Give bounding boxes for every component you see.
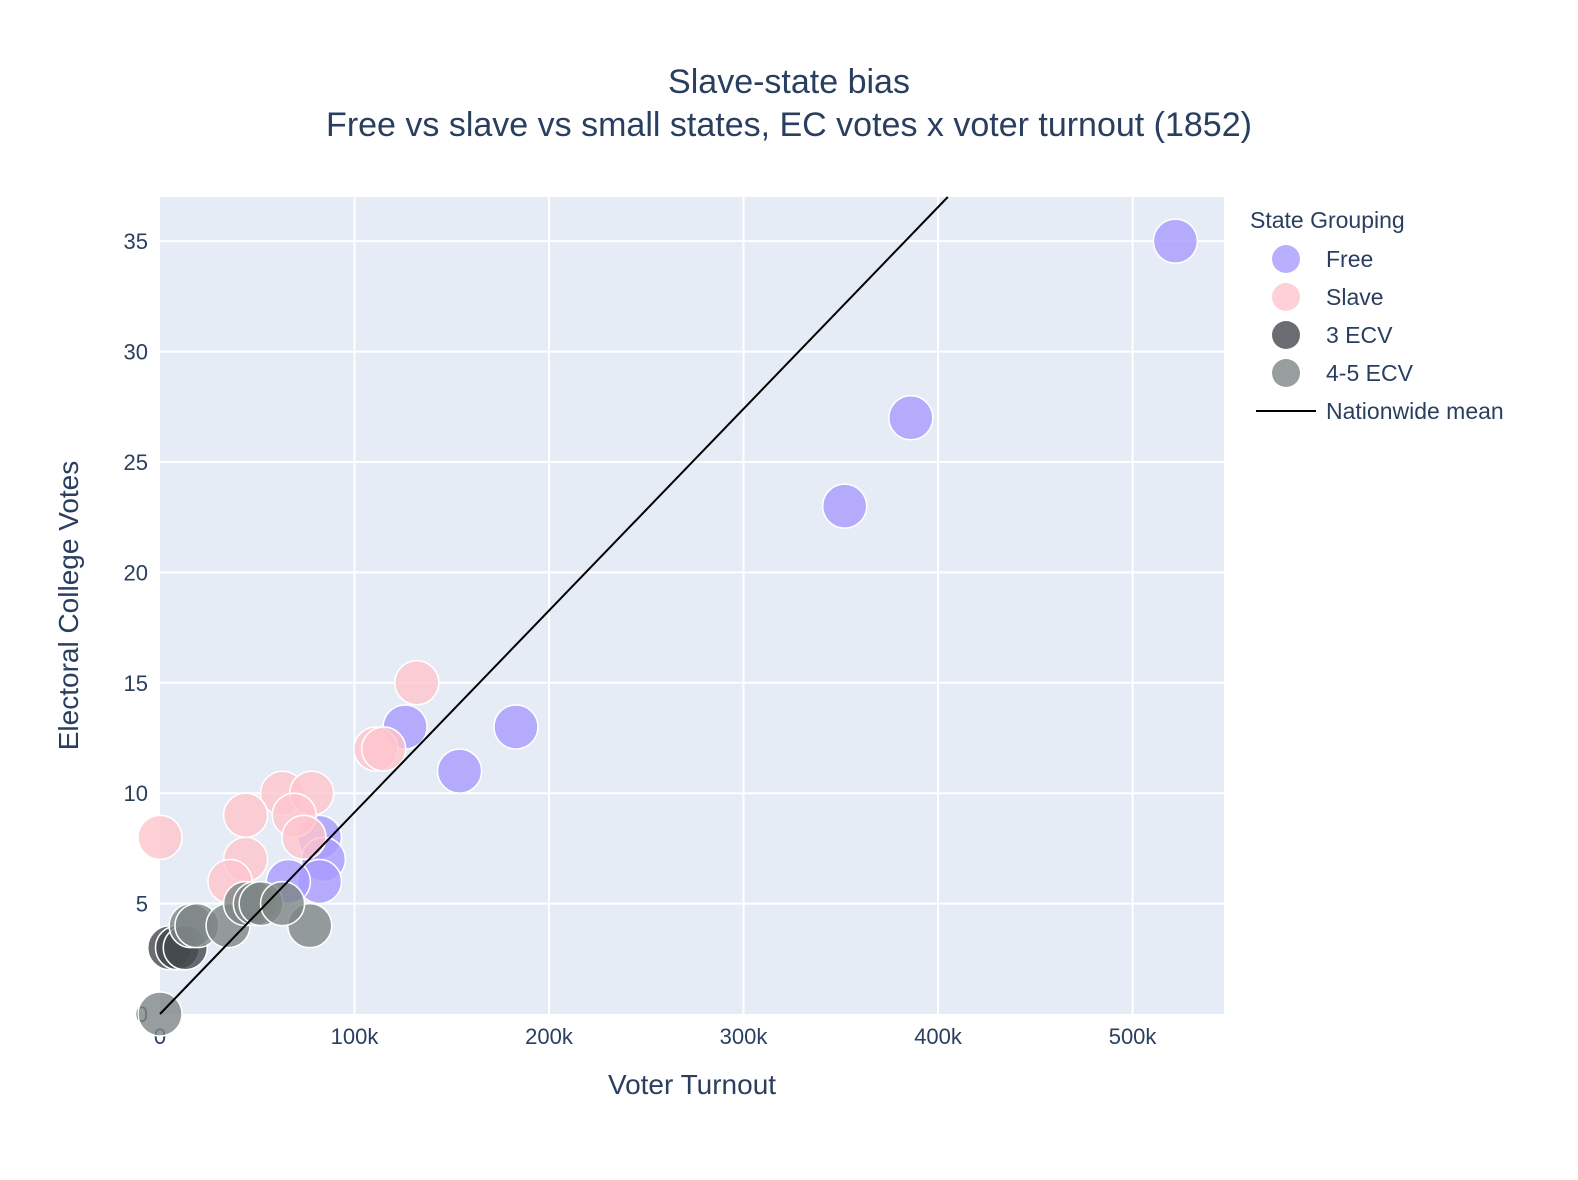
point-free xyxy=(888,395,934,441)
legend-title: State Grouping xyxy=(1250,207,1405,233)
reference-line-layer xyxy=(159,196,949,1015)
legend: State Grouping Free Slave 3 ECV 4-5 ECV Nati… xyxy=(1250,207,1504,424)
point-slave xyxy=(137,814,183,861)
y-tick-label: 5 xyxy=(136,892,148,917)
point-free xyxy=(436,748,483,794)
x-tick-label: 100k xyxy=(331,1024,380,1049)
y-tick-label: 20 xyxy=(124,560,148,585)
y-axis-title: Electoral College Votes xyxy=(53,461,84,751)
legend-label-3-ecv: 3 ECV xyxy=(1326,322,1393,348)
legend-marker-slave xyxy=(1272,283,1300,311)
legend-marker-3-ecv xyxy=(1272,321,1300,349)
point-free xyxy=(821,483,868,529)
x-tick-label: 300k xyxy=(720,1024,769,1049)
point-free xyxy=(493,704,539,750)
data-points xyxy=(137,218,1199,1037)
x-tick-label: 500k xyxy=(1109,1024,1158,1049)
x-tick-label: 400k xyxy=(914,1024,963,1049)
nationwide-mean-line xyxy=(159,196,949,1015)
y-tick-label: 35 xyxy=(124,229,148,254)
grid-lines xyxy=(160,197,1224,1014)
point-free xyxy=(1152,218,1199,264)
x-axis-title: Voter Turnout xyxy=(608,1069,776,1100)
x-tick-label: 200k xyxy=(525,1024,574,1049)
legend-marker-free xyxy=(1272,245,1300,273)
legend-marker-4-5-ecv xyxy=(1272,359,1300,387)
y-tick-label: 10 xyxy=(124,781,148,806)
point-slave xyxy=(360,726,407,772)
legend-label-free: Free xyxy=(1326,246,1373,272)
legend-label-4-5-ecv: 4-5 ECV xyxy=(1326,360,1414,386)
chart-title-block: Slave-state bias Free vs slave vs small … xyxy=(0,62,1578,148)
y-tick-label: 25 xyxy=(124,450,148,475)
legend-label-nationwide-mean: Nationwide mean xyxy=(1326,398,1504,424)
chart-subtitle: Free vs slave vs small states, EC votes … xyxy=(326,106,1252,144)
point-slave xyxy=(394,660,440,706)
point-slave xyxy=(222,792,269,839)
point-4-5-ecv xyxy=(259,880,306,927)
chart-title: Slave-state bias xyxy=(668,63,910,101)
y-axis-ticks: 05101520253035 xyxy=(124,229,148,1027)
point-slave xyxy=(281,814,327,861)
x-axis-ticks: 0100k200k300k400k500k xyxy=(154,1024,1158,1049)
legend-label-slave: Slave xyxy=(1326,284,1384,310)
y-tick-label: 30 xyxy=(124,340,148,365)
y-tick-label: 15 xyxy=(124,671,148,696)
